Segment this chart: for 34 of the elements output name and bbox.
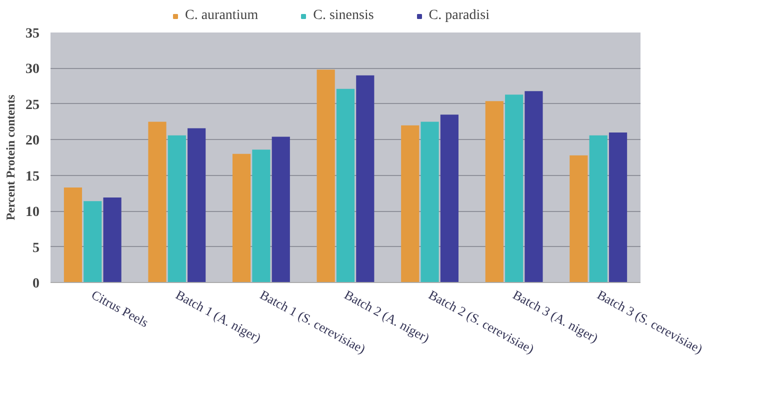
- y-tick-label: 20: [26, 134, 40, 149]
- bar: [252, 150, 270, 282]
- bar: [148, 122, 166, 282]
- bar: [272, 136, 290, 282]
- bar: [64, 188, 82, 282]
- y-tick-label: 0: [32, 276, 40, 292]
- legend-label: C. paradisi: [428, 8, 490, 24]
- bar: [84, 201, 102, 282]
- bar: [505, 94, 524, 282]
- bar: [336, 88, 355, 282]
- legend-label: C. sinensis: [313, 8, 374, 24]
- bar: [103, 198, 122, 282]
- x-tick-label: Citrus Peels: [89, 286, 152, 330]
- bar: [608, 132, 628, 282]
- bar: [356, 75, 374, 282]
- y-tick-label: 10: [26, 205, 40, 220]
- bar: [485, 101, 504, 282]
- legend-label: C. aurantium: [185, 8, 258, 24]
- y-tick-label: 30: [26, 62, 40, 78]
- bar: [188, 128, 206, 282]
- y-axis-title: Percent Protein contents: [4, 94, 18, 220]
- bar: [316, 70, 335, 282]
- y-tick-label: 35: [26, 26, 40, 42]
- bar: [420, 122, 439, 282]
- bar: [524, 91, 543, 282]
- bar: [589, 135, 608, 282]
- bar: [440, 114, 458, 282]
- bar: [232, 154, 251, 282]
- bar: [168, 135, 186, 282]
- y-tick-label: 25: [26, 98, 40, 113]
- y-tick-label: 15: [26, 169, 40, 184]
- y-tick-label: 5: [32, 240, 40, 256]
- bar: [570, 155, 588, 282]
- bar: [401, 125, 420, 282]
